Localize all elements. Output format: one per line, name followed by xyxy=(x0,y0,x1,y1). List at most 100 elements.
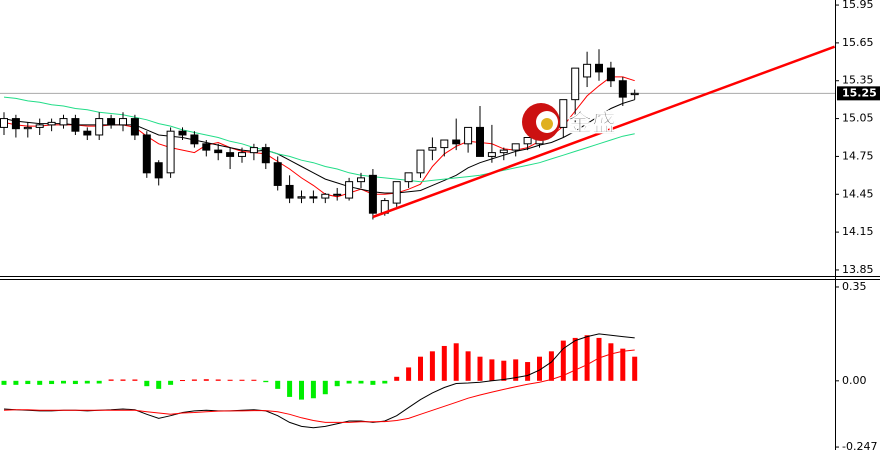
logo-dot xyxy=(541,118,553,130)
histogram-bar xyxy=(227,379,233,381)
candle-body xyxy=(202,143,211,151)
candle-body xyxy=(249,147,258,154)
histogram-bar xyxy=(406,367,412,381)
candle-body xyxy=(238,152,246,157)
candle-body xyxy=(154,162,163,179)
histogram-bar xyxy=(239,379,245,381)
candle-body xyxy=(499,149,508,154)
y-tick-label: 0.00 xyxy=(842,374,867,387)
histogram-bar xyxy=(299,380,304,400)
candle-body xyxy=(404,172,413,183)
histogram-bar xyxy=(620,348,626,381)
y-tick-label: 15.05 xyxy=(842,112,874,125)
histogram-bar xyxy=(310,380,316,399)
candle-body xyxy=(630,92,639,96)
histogram-bar xyxy=(346,380,352,384)
candle-body xyxy=(95,118,104,136)
histogram-bar xyxy=(394,376,400,381)
histogram-bar xyxy=(180,380,185,382)
histogram-bar xyxy=(49,380,55,385)
candle-body xyxy=(392,181,401,204)
candle-body xyxy=(345,181,354,199)
candle-body xyxy=(59,118,68,126)
candle-body xyxy=(595,63,603,73)
candle-body xyxy=(559,99,568,128)
histogram-bar xyxy=(37,380,43,385)
y-tick-label: 15.65 xyxy=(842,36,874,49)
histogram-bar xyxy=(251,379,257,381)
histogram-bar xyxy=(441,345,447,381)
candle-body xyxy=(273,162,282,186)
candle-body xyxy=(0,118,8,128)
histogram-bar xyxy=(322,380,328,395)
histogram-bar xyxy=(429,351,435,381)
histogram-bar xyxy=(263,380,269,383)
histogram-bar xyxy=(453,343,459,381)
candle-body xyxy=(71,118,80,132)
candle-body xyxy=(571,67,580,101)
candle-body xyxy=(416,149,425,174)
candle-body xyxy=(618,80,627,98)
histogram-bar xyxy=(418,356,423,381)
candle-body xyxy=(309,196,318,199)
histogram-bar xyxy=(96,380,102,384)
y-tick-label: 13.85 xyxy=(842,263,874,276)
candle-body xyxy=(368,174,377,214)
y-tick-label: 0.35 xyxy=(842,280,867,293)
histogram-bar xyxy=(61,380,66,384)
candle-body xyxy=(285,184,294,199)
candle-body xyxy=(166,130,175,174)
histogram-bar xyxy=(537,356,542,381)
histogram-bar xyxy=(275,380,281,389)
histogram-bar xyxy=(1,380,7,385)
candle-body xyxy=(11,118,20,130)
macd-line xyxy=(3,349,635,423)
histogram-bar xyxy=(13,380,19,385)
y-tick-label: 14.75 xyxy=(842,149,874,162)
histogram-bar xyxy=(513,359,519,381)
histogram-bar xyxy=(72,380,78,385)
candle-body xyxy=(214,149,223,154)
histogram-bar xyxy=(370,380,376,385)
candle-body xyxy=(357,177,365,183)
histogram-bar xyxy=(203,379,209,381)
candle-body xyxy=(487,152,496,157)
candle-body xyxy=(606,67,615,82)
histogram-bar xyxy=(548,351,554,381)
histogram-bar xyxy=(132,379,138,381)
candle-body xyxy=(35,124,44,128)
watermark: 金盛 xyxy=(522,103,616,141)
candle-body xyxy=(440,139,449,149)
histogram-bar xyxy=(287,380,293,397)
histogram-bar xyxy=(584,335,590,381)
histogram-bar xyxy=(120,379,126,381)
y-tick-label: 14.15 xyxy=(842,225,874,238)
candle-body xyxy=(583,63,592,78)
histogram-bar xyxy=(108,379,114,381)
histogram-bar xyxy=(465,351,471,381)
histogram-bar xyxy=(84,380,90,384)
histogram-bar xyxy=(489,359,495,381)
candle-body xyxy=(119,118,127,126)
last-price-box xyxy=(837,86,880,101)
histogram-bar xyxy=(572,337,578,381)
histogram-bar xyxy=(525,362,531,381)
candle-body xyxy=(464,126,473,145)
histogram-bar xyxy=(608,343,614,381)
candle-body xyxy=(321,193,330,199)
histogram-bar xyxy=(632,356,638,381)
histogram-bar xyxy=(191,379,197,381)
candle-body xyxy=(333,193,342,196)
histogram-bar xyxy=(144,380,150,387)
trendline xyxy=(372,45,836,219)
histogram-bar xyxy=(477,356,483,381)
watermark-text: 金盛 xyxy=(567,109,616,137)
histogram-bar xyxy=(358,380,364,384)
candle-body xyxy=(226,152,235,157)
last-price-label: 15.25 xyxy=(842,86,877,99)
candle-body xyxy=(83,130,92,136)
histogram-bar xyxy=(215,379,221,381)
candle-body xyxy=(47,121,56,126)
y-tick-label: -0.247 xyxy=(842,440,877,450)
histogram-bar xyxy=(501,360,507,381)
